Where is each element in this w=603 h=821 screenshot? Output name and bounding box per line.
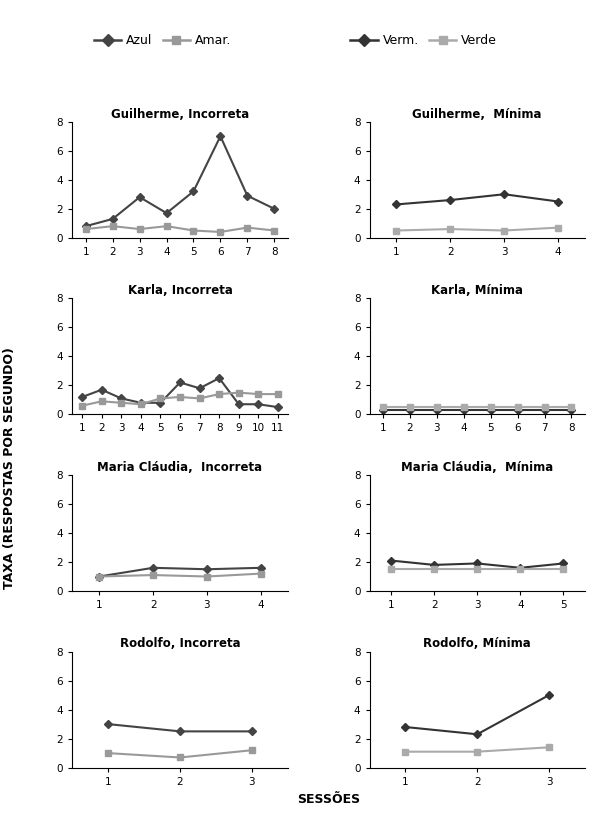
Title: Rodolfo, Mínima: Rodolfo, Mínima [423, 637, 531, 650]
Text: TAXA (RESPOSTAS POR SEGUNDO): TAXA (RESPOSTAS POR SEGUNDO) [2, 347, 16, 589]
Title: Guilherme,  Mínima: Guilherme, Mínima [412, 108, 542, 121]
Title: Guilherme, Incorreta: Guilherme, Incorreta [111, 108, 249, 121]
Title: Maria Cláudia,  Mínima: Maria Cláudia, Mínima [401, 461, 554, 474]
Legend: Verm., Verde: Verm., Verde [345, 30, 502, 53]
Title: Rodolfo, Incorreta: Rodolfo, Incorreta [120, 637, 241, 650]
Title: Karla, Incorreta: Karla, Incorreta [128, 284, 233, 297]
Title: Maria Cláudia,  Incorreta: Maria Cláudia, Incorreta [98, 461, 262, 474]
Legend: Azul, Amar.: Azul, Amar. [89, 30, 236, 53]
Title: Karla, Mínima: Karla, Mínima [431, 284, 523, 297]
Text: SESSÕES: SESSÕES [297, 793, 360, 806]
